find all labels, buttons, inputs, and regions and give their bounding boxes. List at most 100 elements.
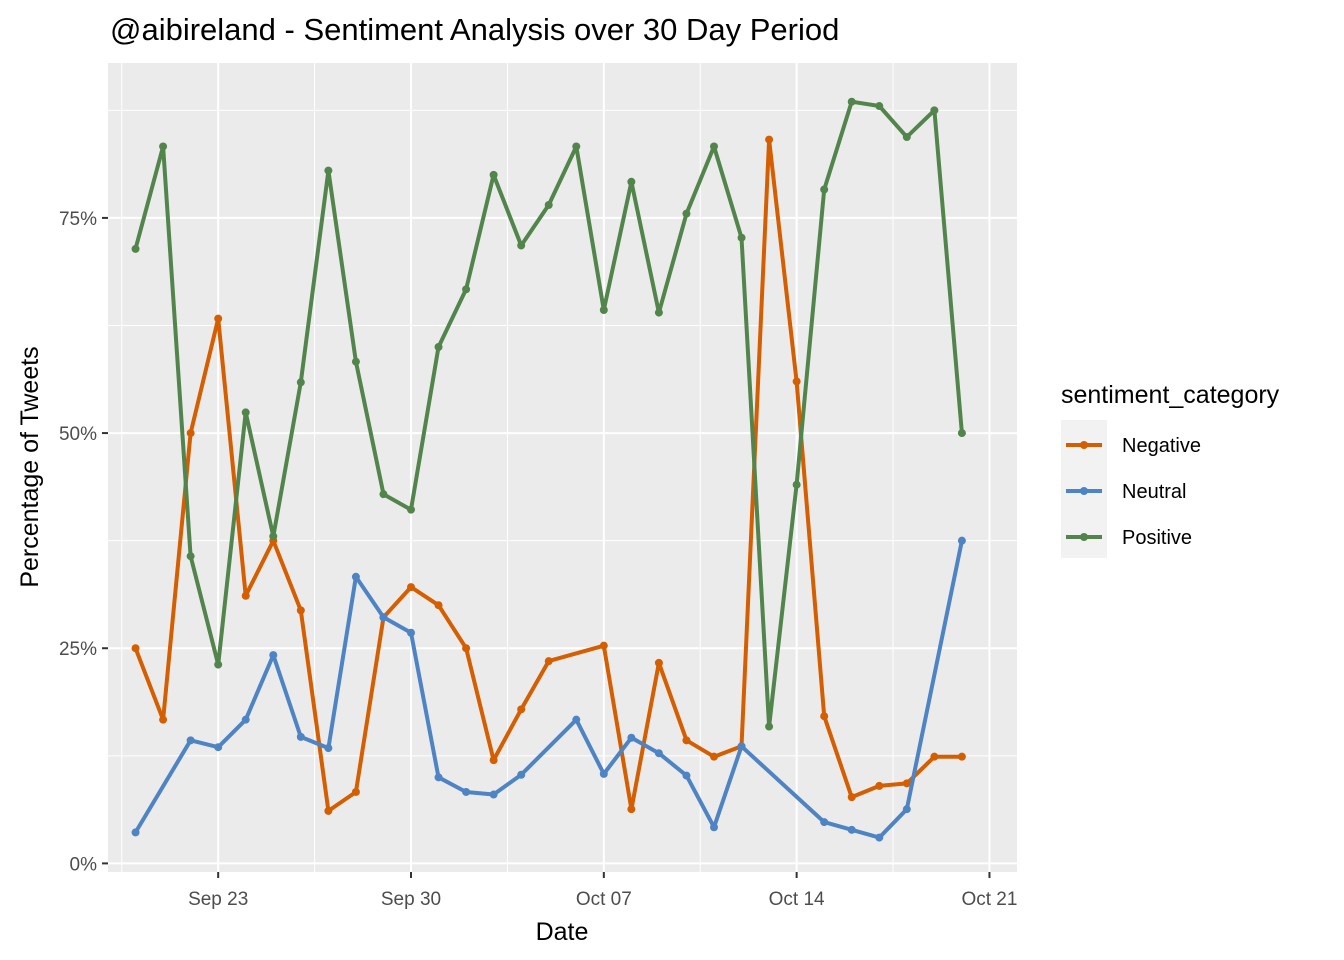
legend-label: Negative bbox=[1122, 435, 1201, 457]
data-point-neutral bbox=[654, 749, 663, 758]
x-tick-label: Oct 07 bbox=[576, 889, 632, 910]
data-point-positive bbox=[902, 133, 911, 142]
data-point-negative bbox=[407, 583, 415, 592]
data-point-positive bbox=[379, 490, 388, 499]
data-point-neutral bbox=[379, 613, 388, 622]
data-point-neutral bbox=[517, 770, 526, 779]
data-point-neutral bbox=[434, 773, 443, 782]
y-tick-label: 25% bbox=[59, 639, 97, 660]
data-point-negative bbox=[186, 429, 195, 438]
data-point-negative bbox=[131, 644, 140, 653]
data-point-negative bbox=[930, 752, 939, 761]
data-point-neutral bbox=[572, 715, 581, 724]
data-point-negative bbox=[462, 644, 471, 653]
data-point-negative bbox=[682, 736, 691, 745]
data-point-neutral bbox=[214, 743, 223, 752]
data-point-negative bbox=[489, 756, 498, 765]
data-point-negative bbox=[765, 135, 774, 144]
data-point-positive bbox=[296, 378, 305, 387]
data-point-negative bbox=[324, 806, 333, 815]
data-point-negative bbox=[599, 641, 608, 650]
data-point-positive bbox=[489, 170, 498, 179]
data-point-neutral bbox=[710, 823, 718, 832]
series-line-neutral bbox=[133, 540, 964, 840]
data-point-positive bbox=[269, 532, 278, 541]
data-point-negative bbox=[792, 377, 801, 386]
legend-key-point bbox=[1080, 441, 1088, 449]
data-point-negative bbox=[847, 793, 856, 802]
legend-label: Neutral bbox=[1122, 481, 1186, 503]
series-positive bbox=[131, 97, 966, 731]
data-point-positive bbox=[241, 408, 250, 417]
data-point-positive bbox=[792, 480, 801, 489]
y-axis-label: Percentage of Tweets bbox=[16, 346, 44, 587]
data-point-negative bbox=[902, 779, 911, 788]
data-point-negative bbox=[654, 658, 663, 667]
data-point-positive bbox=[599, 306, 608, 315]
data-point-positive bbox=[517, 241, 526, 250]
data-point-positive bbox=[627, 177, 636, 186]
data-point-positive bbox=[186, 552, 195, 561]
data-point-positive bbox=[572, 142, 581, 151]
x-axis: Sep 23 Sep 30 Oct 07 Oct 14 Oct 21 bbox=[188, 872, 1017, 910]
data-point-neutral bbox=[847, 825, 856, 834]
data-point-neutral bbox=[682, 771, 691, 780]
data-point-neutral bbox=[875, 833, 884, 842]
data-point-positive bbox=[930, 106, 939, 115]
data-point-negative bbox=[710, 752, 718, 761]
series-line-negative bbox=[133, 137, 962, 813]
data-point-neutral bbox=[241, 715, 250, 724]
data-point-neutral bbox=[627, 733, 636, 742]
data-point-negative bbox=[296, 606, 305, 615]
data-point-neutral bbox=[324, 744, 333, 753]
data-point-positive bbox=[765, 722, 774, 731]
data-point-negative bbox=[434, 601, 443, 610]
legend: sentiment_category Negative Neutral Positi… bbox=[1061, 381, 1280, 558]
series-layer bbox=[131, 97, 966, 842]
data-point-neutral bbox=[737, 742, 746, 751]
data-point-neutral bbox=[131, 828, 140, 837]
chart-title: @aibireland - Sentiment Analysis over 30… bbox=[110, 12, 839, 47]
y-axis: 0% 25% 50% 75% bbox=[59, 209, 108, 875]
data-point-neutral bbox=[820, 818, 829, 827]
data-point-positive bbox=[351, 357, 360, 366]
data-point-negative bbox=[214, 314, 223, 323]
data-point-positive bbox=[131, 244, 140, 253]
y-tick-label: 50% bbox=[59, 424, 97, 445]
data-point-positive bbox=[462, 285, 471, 294]
data-point-positive bbox=[654, 308, 663, 317]
x-tick-label: Oct 21 bbox=[961, 889, 1017, 910]
series-neutral bbox=[131, 536, 966, 842]
data-point-negative bbox=[241, 591, 250, 600]
x-tick-label: Oct 14 bbox=[769, 889, 825, 910]
data-point-negative bbox=[351, 787, 360, 796]
data-point-negative bbox=[544, 657, 553, 666]
data-point-positive bbox=[820, 185, 829, 194]
legend-title: sentiment_category bbox=[1061, 381, 1280, 409]
legend-key-point bbox=[1080, 487, 1088, 495]
data-point-neutral bbox=[599, 769, 608, 778]
data-point-neutral bbox=[902, 805, 911, 814]
data-point-positive bbox=[214, 660, 223, 669]
data-point-negative bbox=[627, 805, 636, 814]
data-point-positive bbox=[957, 429, 966, 438]
data-point-neutral bbox=[269, 651, 278, 660]
x-tick-label: Sep 23 bbox=[188, 889, 248, 910]
data-point-neutral bbox=[186, 736, 195, 745]
x-axis-label: Date bbox=[536, 918, 589, 946]
plot-panel bbox=[108, 63, 1017, 872]
data-point-neutral bbox=[489, 790, 498, 799]
data-point-positive bbox=[710, 142, 718, 151]
data-point-positive bbox=[434, 343, 443, 352]
major-grid bbox=[108, 63, 1017, 872]
data-point-neutral bbox=[957, 536, 966, 545]
data-point-negative bbox=[820, 712, 829, 721]
legend-item-negative: Negative bbox=[1066, 435, 1201, 457]
data-point-positive bbox=[737, 233, 746, 242]
data-point-positive bbox=[875, 102, 884, 111]
data-point-negative bbox=[875, 781, 884, 790]
data-point-negative bbox=[957, 752, 966, 761]
data-point-positive bbox=[544, 201, 553, 210]
data-point-positive bbox=[847, 97, 856, 106]
data-point-negative bbox=[517, 705, 526, 714]
